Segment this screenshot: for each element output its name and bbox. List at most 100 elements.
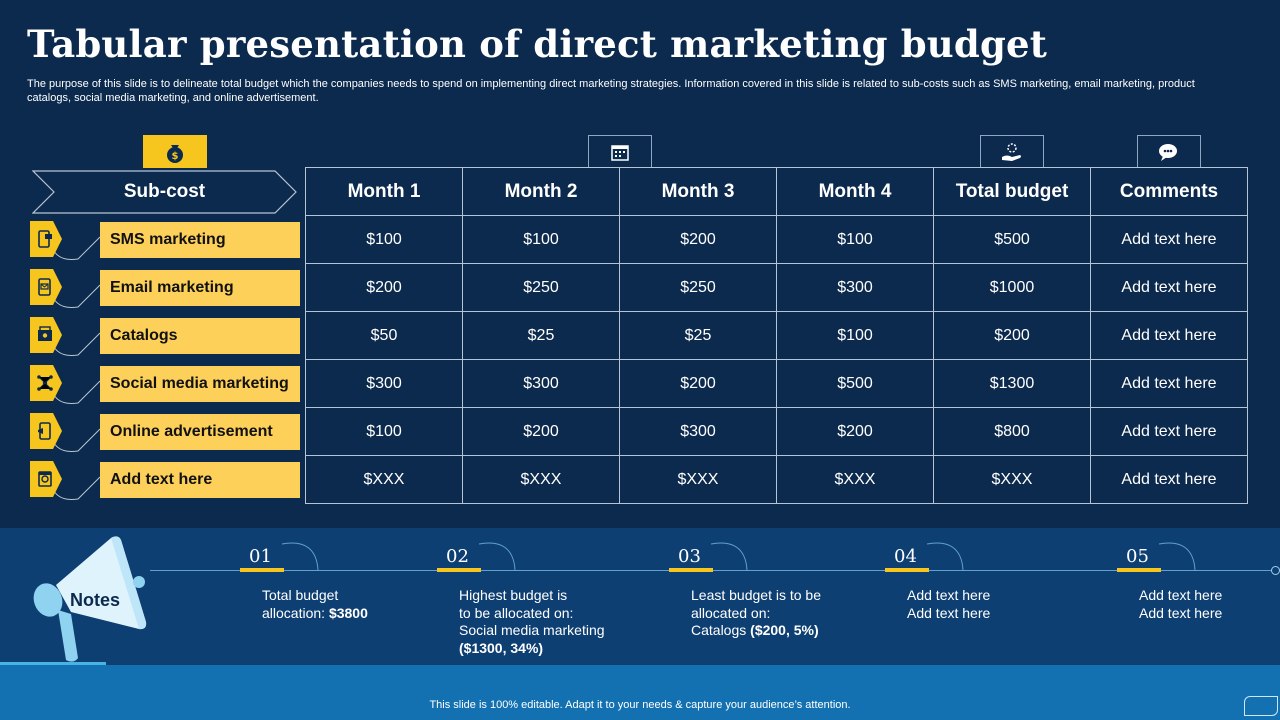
table-cell: $200	[776, 407, 934, 456]
step-marker	[669, 568, 713, 572]
step-line: allocation:	[262, 604, 329, 621]
step-line: to be allocated on:	[459, 604, 574, 621]
step-text: Total budget allocation: $3800	[262, 587, 462, 622]
footer-band	[0, 665, 1280, 720]
slide-title: Tabular presentation of direct marketing…	[27, 22, 1048, 66]
step-marker	[240, 568, 284, 572]
table-cell: Add text here	[1090, 455, 1248, 504]
column-header: Month 4	[776, 167, 934, 216]
notes-underline	[0, 662, 106, 665]
subcost-row: Social media marketing	[30, 365, 302, 405]
table-cell: $1300	[933, 359, 1091, 408]
step-marker	[1117, 568, 1161, 572]
table-cell: $800	[933, 407, 1091, 456]
table-cell: $500	[933, 215, 1091, 264]
step-highlight: $3800	[328, 604, 368, 621]
calendar-icon	[588, 135, 652, 168]
table-cell: $250	[619, 263, 777, 312]
table-cell: Add text here	[1090, 407, 1248, 456]
step-arc	[477, 540, 517, 571]
table-row: $XXX $XXX $XXX $XXX $XXX Add text here	[305, 455, 1248, 504]
column-header: Month 2	[462, 167, 620, 216]
table-cell: $100	[776, 311, 934, 360]
subcost-row: Online advertisement	[30, 413, 302, 453]
table-cell: $100	[305, 215, 463, 264]
step-number: 04	[894, 546, 917, 567]
megaphone-icon	[26, 530, 156, 665]
subcost-row: Add text here	[30, 461, 302, 501]
column-header: Month 1	[305, 167, 463, 216]
step-number: 01	[249, 546, 272, 567]
subcost-label: SMS marketing	[100, 222, 300, 258]
table-cell: $300	[776, 263, 934, 312]
table-cell: $25	[462, 311, 620, 360]
subcost-label: Add text here	[100, 462, 300, 498]
table-row: $50 $25 $25 $100 $200 Add text here	[305, 311, 1248, 360]
svg-text:$: $	[172, 151, 179, 162]
table-cell: $XXX	[305, 455, 463, 504]
table-cell: $1000	[933, 263, 1091, 312]
money-bag-icon: $	[143, 135, 207, 168]
table-cell: $200	[933, 311, 1091, 360]
step-line: Add text here	[1139, 587, 1223, 603]
step-line: Add text here	[907, 587, 991, 603]
table-cell: $200	[619, 215, 777, 264]
step-text: Add text here Add text here	[907, 587, 1107, 622]
step-arc	[280, 540, 320, 571]
table-cell: $XXX	[933, 455, 1091, 504]
notes-label: Notes	[70, 590, 121, 610]
table-cell: $XXX	[619, 455, 777, 504]
step-number: 03	[678, 546, 701, 567]
step-line: Least budget is to be	[691, 587, 821, 603]
table-cell: $50	[305, 311, 463, 360]
subcost-header: Sub-cost	[32, 170, 297, 214]
table-row: $300 $300 $200 $500 $1300 Add text here	[305, 359, 1248, 408]
step-line: Add text here	[1139, 604, 1223, 621]
subcost-label: Online advertisement	[100, 414, 300, 450]
step-number: 05	[1126, 546, 1149, 567]
table-cell: Add text here	[1090, 311, 1248, 360]
step-line: allocated on:	[691, 604, 771, 621]
subcost-row: Email marketing	[30, 269, 302, 309]
step-line: Total budget	[262, 587, 339, 603]
step-number: 02	[446, 546, 469, 567]
table-cell: $300	[619, 407, 777, 456]
subcost-label: Email marketing	[100, 270, 300, 306]
table-cell: $100	[776, 215, 934, 264]
table-cell: $100	[305, 407, 463, 456]
step-arc	[1157, 540, 1197, 571]
step-arc	[709, 540, 749, 571]
step-text: Highest budget is to be allocated on: Soci…	[459, 587, 659, 657]
column-header: Total budget	[933, 167, 1091, 216]
table-cell: $XXX	[462, 455, 620, 504]
column-header: Month 3	[619, 167, 777, 216]
footer-text: This slide is 100% editable. Adapt it to…	[429, 699, 851, 711]
table-cell: Add text here	[1090, 263, 1248, 312]
table-row: $100 $100 $200 $100 $500 Add text here	[305, 215, 1248, 264]
step-line: Social media marketing	[459, 622, 605, 638]
step-line: Highest budget is	[459, 587, 568, 603]
table-cell: Add text here	[1090, 359, 1248, 408]
table-cell: $500	[776, 359, 934, 408]
step-marker	[437, 568, 481, 572]
table-cell: $200	[619, 359, 777, 408]
timeline-line	[150, 570, 1276, 571]
table-cell: Add text here	[1090, 215, 1248, 264]
table-header-row: Month 1 Month 2 Month 3 Month 4 Total budget…	[305, 167, 1248, 216]
table-cell: $25	[619, 311, 777, 360]
step-text: Least budget is to be allocated on: Catalo…	[691, 587, 891, 640]
table-cell: $300	[305, 359, 463, 408]
table-cell: $250	[462, 263, 620, 312]
table-row: $200 $250 $250 $300 $1000 Add text here	[305, 263, 1248, 312]
step-line: Catalogs	[691, 622, 751, 638]
step-highlight: ($1300, 34%)	[459, 639, 544, 656]
comment-bubble-icon	[1137, 135, 1201, 168]
hand-coins-icon	[980, 135, 1044, 168]
subcost-label: Social media marketing	[100, 366, 300, 402]
budget-table: Month 1 Month 2 Month 3 Month 4 Total budget…	[305, 167, 1248, 504]
step-marker	[885, 568, 929, 572]
table-cell: $300	[462, 359, 620, 408]
step-text: Add text here Add text here	[1139, 587, 1280, 622]
subcost-row: SMS marketing	[30, 221, 302, 261]
subcost-row: Catalogs	[30, 317, 302, 357]
